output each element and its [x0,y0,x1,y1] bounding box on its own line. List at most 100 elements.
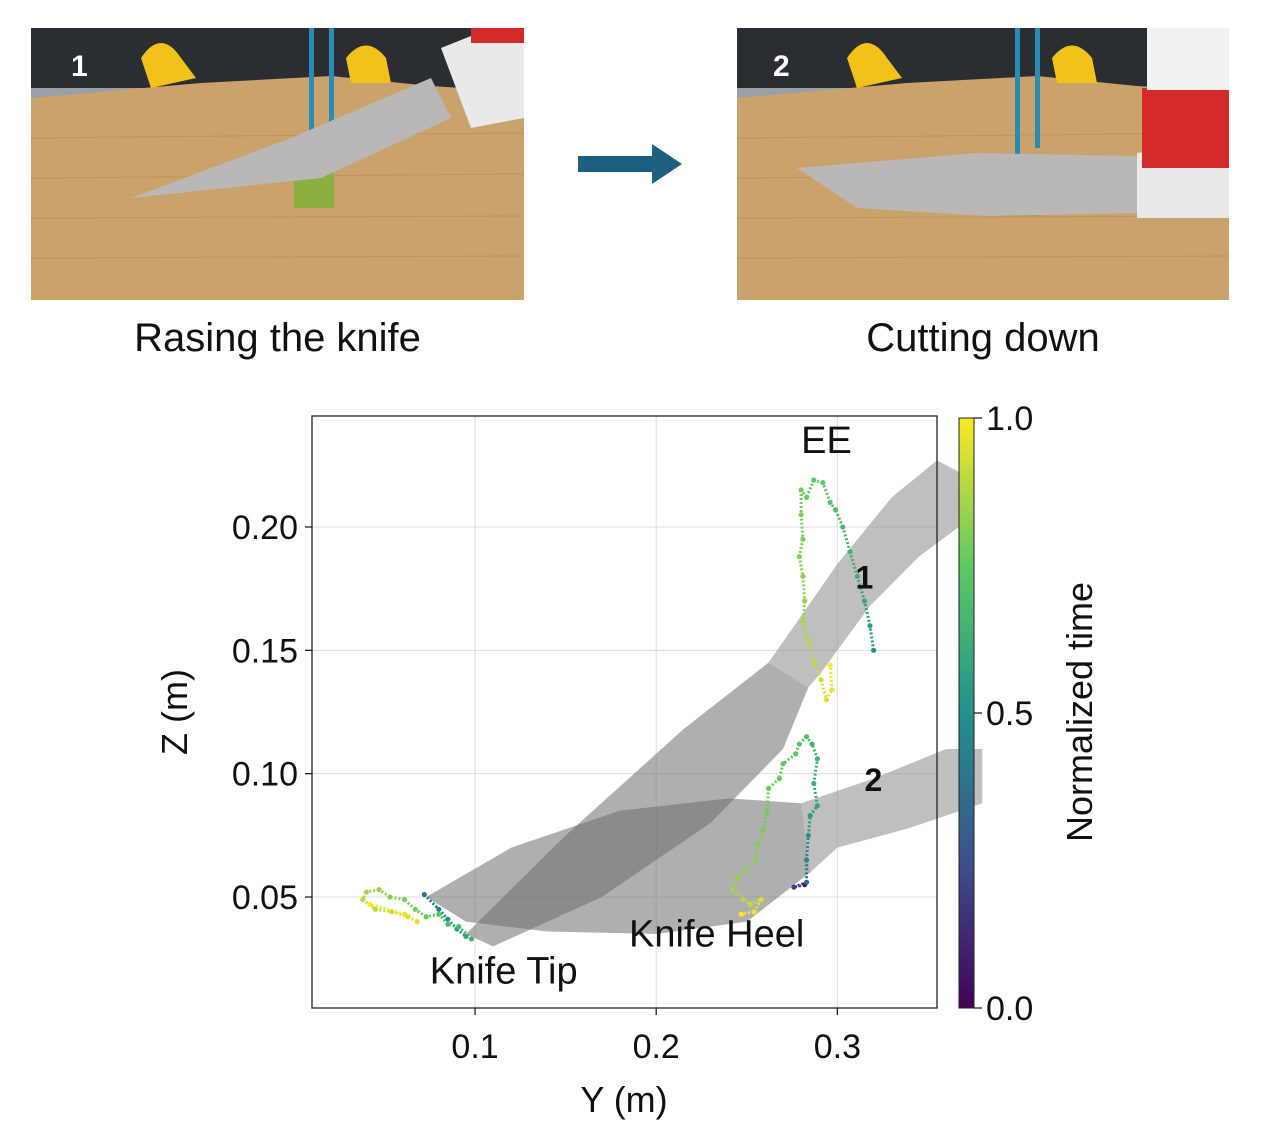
annotations: EE 1 2 Knife Tip Knife Heel [430,420,883,992]
panel-number-2: 2 [773,50,790,83]
data-point [776,776,782,782]
x-tick-label: 0.2 [633,1028,680,1066]
data-point [445,921,451,927]
data-point [360,896,366,903]
trajectory-segment [799,514,805,540]
photo-panel-1: 1 [31,28,524,300]
data-point [423,914,429,920]
trajectory-segment [369,902,405,916]
data-point [389,909,395,915]
data-point [376,887,382,893]
colorbar: 0.0 0.5 1.0 Normalized time [958,400,1100,1028]
trajectory-segment [805,479,816,498]
trajectory-segment [756,829,765,846]
caption-cutting-down: Cutting down [866,316,1100,360]
data-point [798,487,804,493]
trajectory-segment [806,815,812,836]
right-arrow-icon [578,144,682,184]
data-point [421,891,427,898]
series-0 [796,477,877,703]
annotation-label: EE [801,420,852,462]
x-axis-ticks: 0.1 0.2 0.3 [451,1008,861,1066]
trajectory-segment [821,482,832,503]
data-point [372,906,379,912]
data-point [832,507,839,513]
trajectory-segment [801,620,810,641]
data-point [367,901,373,908]
trajectory-segment [797,556,805,577]
trajectory-points [360,477,877,942]
colorbar-gradient [958,417,975,1009]
data-point [758,896,764,903]
colorbar-tick-label: 0.0 [986,990,1033,1028]
data-point [827,662,833,668]
trajectory-segment [810,743,819,760]
data-point [802,598,808,604]
data-point [805,832,811,838]
series-1 [729,734,821,917]
data-point [401,911,407,917]
data-point [755,842,761,848]
data-point [854,573,860,579]
trajectory-segment [375,907,392,914]
trajectory-segment [863,600,872,626]
data-point [780,761,786,767]
data-point [747,901,754,908]
data-point [436,911,442,917]
annotation-label: 2 [865,762,883,798]
trajectory-segment [841,526,852,553]
knife-2-blade [426,798,811,934]
data-point [791,884,797,890]
plot-border [311,415,938,1009]
y-tick-label: 0.10 [232,756,298,794]
data-point [401,896,407,903]
data-point [796,741,802,747]
data-point [803,879,810,885]
data-point [764,810,770,816]
data-point [414,919,420,925]
data-point [867,623,873,629]
data-point [814,803,821,809]
data-point [840,524,846,530]
data-point [803,734,810,740]
trajectory-segment [805,835,810,861]
data-point [811,660,817,666]
data-point [740,896,746,903]
trajectory-segment [819,679,828,701]
trajectory-segment [801,600,807,621]
data-point [412,906,418,912]
data-point [829,687,835,693]
data-point [796,554,802,560]
knife-1-handle [768,460,961,688]
data-point [363,889,369,895]
trajectory-segment [834,509,845,528]
colorbar-tick-label: 0.5 [986,695,1033,733]
trajectory-segment [797,539,805,557]
data-point [809,741,815,747]
data-point [803,494,810,500]
y-axis-ticks: 0.05 0.10 0.15 0.20 [232,509,312,917]
data-point [468,936,475,942]
colorbar-ticks: 0.0 0.5 1.0 [974,400,1033,1028]
data-point [793,751,799,757]
annotation-label: Knife Heel [629,913,804,955]
trajectory-segment [761,812,769,831]
trajectory-segment [801,576,807,602]
trajectory-segment [765,788,771,814]
data-point [800,573,806,579]
data-point [807,813,813,819]
data-point [760,827,766,834]
data-point [800,536,806,542]
data-point [735,874,741,880]
data-point [445,916,451,922]
x-tick-label: 0.3 [814,1028,861,1066]
trajectory-segment [423,893,440,911]
data-point [823,697,830,703]
trajectory-segment [457,925,473,941]
data-point [803,857,810,863]
y-tick-label: 0.20 [232,509,298,547]
knife-overlays [426,460,983,947]
data-point [738,911,744,917]
data-point [811,477,817,483]
colorbar-label: Normalized time [1059,582,1100,842]
